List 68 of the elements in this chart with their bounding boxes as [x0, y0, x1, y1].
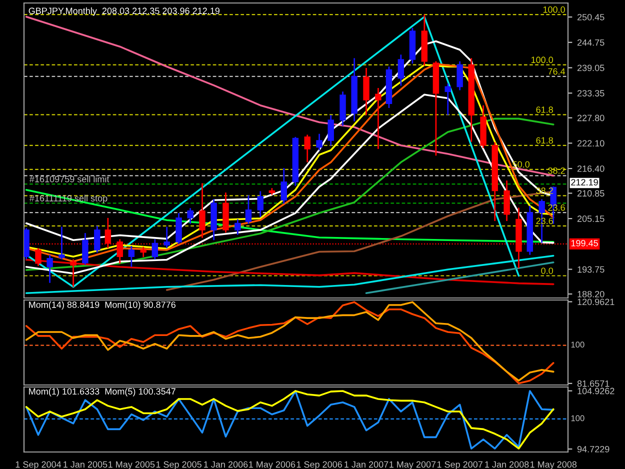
y-tick-label: 233.35 — [577, 90, 604, 96]
y-tick-label: 239.05 — [577, 64, 604, 72]
candlestick — [82, 232, 88, 266]
candlestick — [245, 194, 252, 224]
x-tick-label: 1 May 2008 — [530, 461, 577, 469]
candlestick — [363, 67, 370, 116]
candlestick — [35, 247, 42, 267]
candlestick — [140, 246, 146, 258]
x-tick-label: 1 Jan 2005 — [64, 461, 108, 468]
candlestick — [504, 180, 510, 222]
candlestick — [128, 245, 135, 268]
candlestick — [164, 226, 170, 249]
ref-line-label: 100 — [571, 415, 584, 422]
candlestick — [234, 218, 241, 236]
candlestick — [280, 167, 287, 204]
annotation: 212.19 — [571, 179, 598, 186]
line-series — [25, 258, 554, 286]
annotation: 76.4 — [548, 68, 566, 75]
annotation: 100.0 — [531, 56, 554, 64]
candlestick — [46, 254, 53, 284]
y-tick-label: 250.45 — [577, 14, 604, 20]
candlestick — [152, 238, 158, 260]
ref-line-label: 100 — [571, 342, 584, 348]
candlestick — [444, 82, 451, 116]
x-tick-label: 1 Jan 2008 — [485, 461, 529, 468]
candlestick — [58, 226, 65, 260]
chart-title: Mom(14) 88.8419 Mom(10) 90.8776 — [29, 301, 176, 310]
x-tick-label: 1 May 2006 — [249, 461, 296, 469]
annotation: 38.2 — [548, 167, 565, 174]
candlestick — [187, 207, 194, 224]
x-tick-label: 1 Jan 2007 — [344, 461, 388, 468]
y-tick-label: 244.75 — [577, 39, 604, 46]
annotation: 61.8 — [536, 106, 553, 113]
annotation: 100.0 — [543, 6, 565, 13]
candlestick — [94, 225, 100, 254]
x-tick-label: 1 Sep 2004 — [16, 461, 62, 469]
y-tick-label: 81.6571 — [577, 380, 610, 387]
y-tick-label: 188.20 — [578, 290, 604, 298]
candlestick — [257, 190, 264, 218]
candlestick — [456, 60, 463, 91]
y-tick-label: 227.80 — [577, 114, 604, 122]
ref-line-label: 199.45 — [571, 240, 598, 246]
candlestick — [375, 87, 382, 150]
x-tick-label: 1 May 2005 — [108, 461, 155, 469]
candlestick — [398, 54, 404, 86]
ref-line-label: #16109759 sell limit — [29, 176, 110, 182]
chart-title: Mom(1) 101.6333 Mom(5) 100.3547 — [29, 388, 176, 396]
x-tick-label: 1 May 2007 — [390, 461, 436, 469]
annotation: 61.8 — [536, 137, 553, 144]
y-tick-label: 216.40 — [577, 165, 604, 172]
y-tick-label: 104.9262 — [578, 388, 614, 394]
x-tick-label: 1 Sep 2005 — [156, 461, 202, 469]
y-tick-label: 120.9621 — [578, 298, 614, 306]
y-tick-label: 94.7229 — [577, 446, 610, 452]
y-tick-label: 205.15 — [577, 216, 604, 222]
chart-title: GBPJPY,Monthly 208.03 212.35 203.96 212.19 — [28, 7, 220, 16]
candlestick — [70, 258, 76, 288]
y-tick-label: 222.10 — [577, 140, 604, 147]
annotation: 0.0 — [541, 268, 554, 274]
y-tick-label: 210.85 — [577, 190, 604, 197]
x-tick-label: 1 Sep 2006 — [296, 461, 342, 469]
x-tick-label: 1 Sep 2007 — [437, 461, 482, 469]
candlestick — [199, 182, 206, 239]
candlestick — [304, 134, 310, 163]
candlestick — [328, 114, 334, 147]
candlestick — [316, 133, 322, 151]
x-tick-label: 1 Jan 2006 — [204, 461, 248, 468]
y-tick-label: 193.75 — [578, 266, 604, 273]
